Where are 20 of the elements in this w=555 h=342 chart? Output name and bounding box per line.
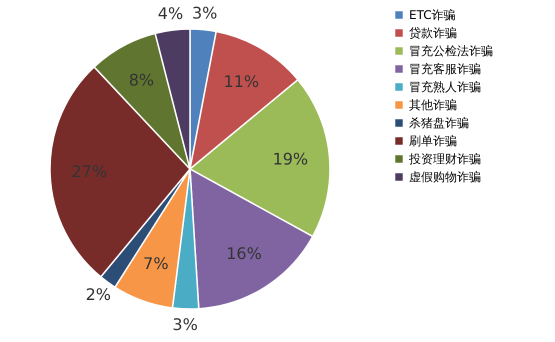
data-label: 7% — [143, 254, 169, 273]
data-label: 3% — [192, 4, 218, 23]
data-label: 27% — [71, 162, 108, 182]
legend-label: 投资理财诈骗 — [408, 152, 481, 166]
data-label: 19% — [272, 150, 308, 169]
legend-label: 杀猪盘诈骗 — [409, 116, 469, 130]
legend-label: 冒充熟人诈骗 — [409, 80, 481, 94]
data-label: 4% — [158, 4, 184, 24]
data-label: 3% — [172, 314, 198, 334]
legend-label: 冒充客服诈骗 — [409, 62, 481, 76]
data-label: 2% — [86, 285, 111, 304]
data-label: 11% — [224, 72, 260, 92]
legend-label: ETC诈骗 — [409, 8, 456, 22]
data-label: 8% — [128, 70, 154, 90]
legend-label: 贷款诈骗 — [409, 26, 457, 40]
legend-label: 其他诈骗 — [409, 98, 457, 112]
legend-label: 刷单诈骗 — [409, 134, 457, 148]
legend-label: 冒充公检法诈骗 — [409, 44, 493, 58]
legend-label: 虚假购物诈骗 — [409, 170, 481, 184]
data-label: 16% — [226, 244, 262, 264]
